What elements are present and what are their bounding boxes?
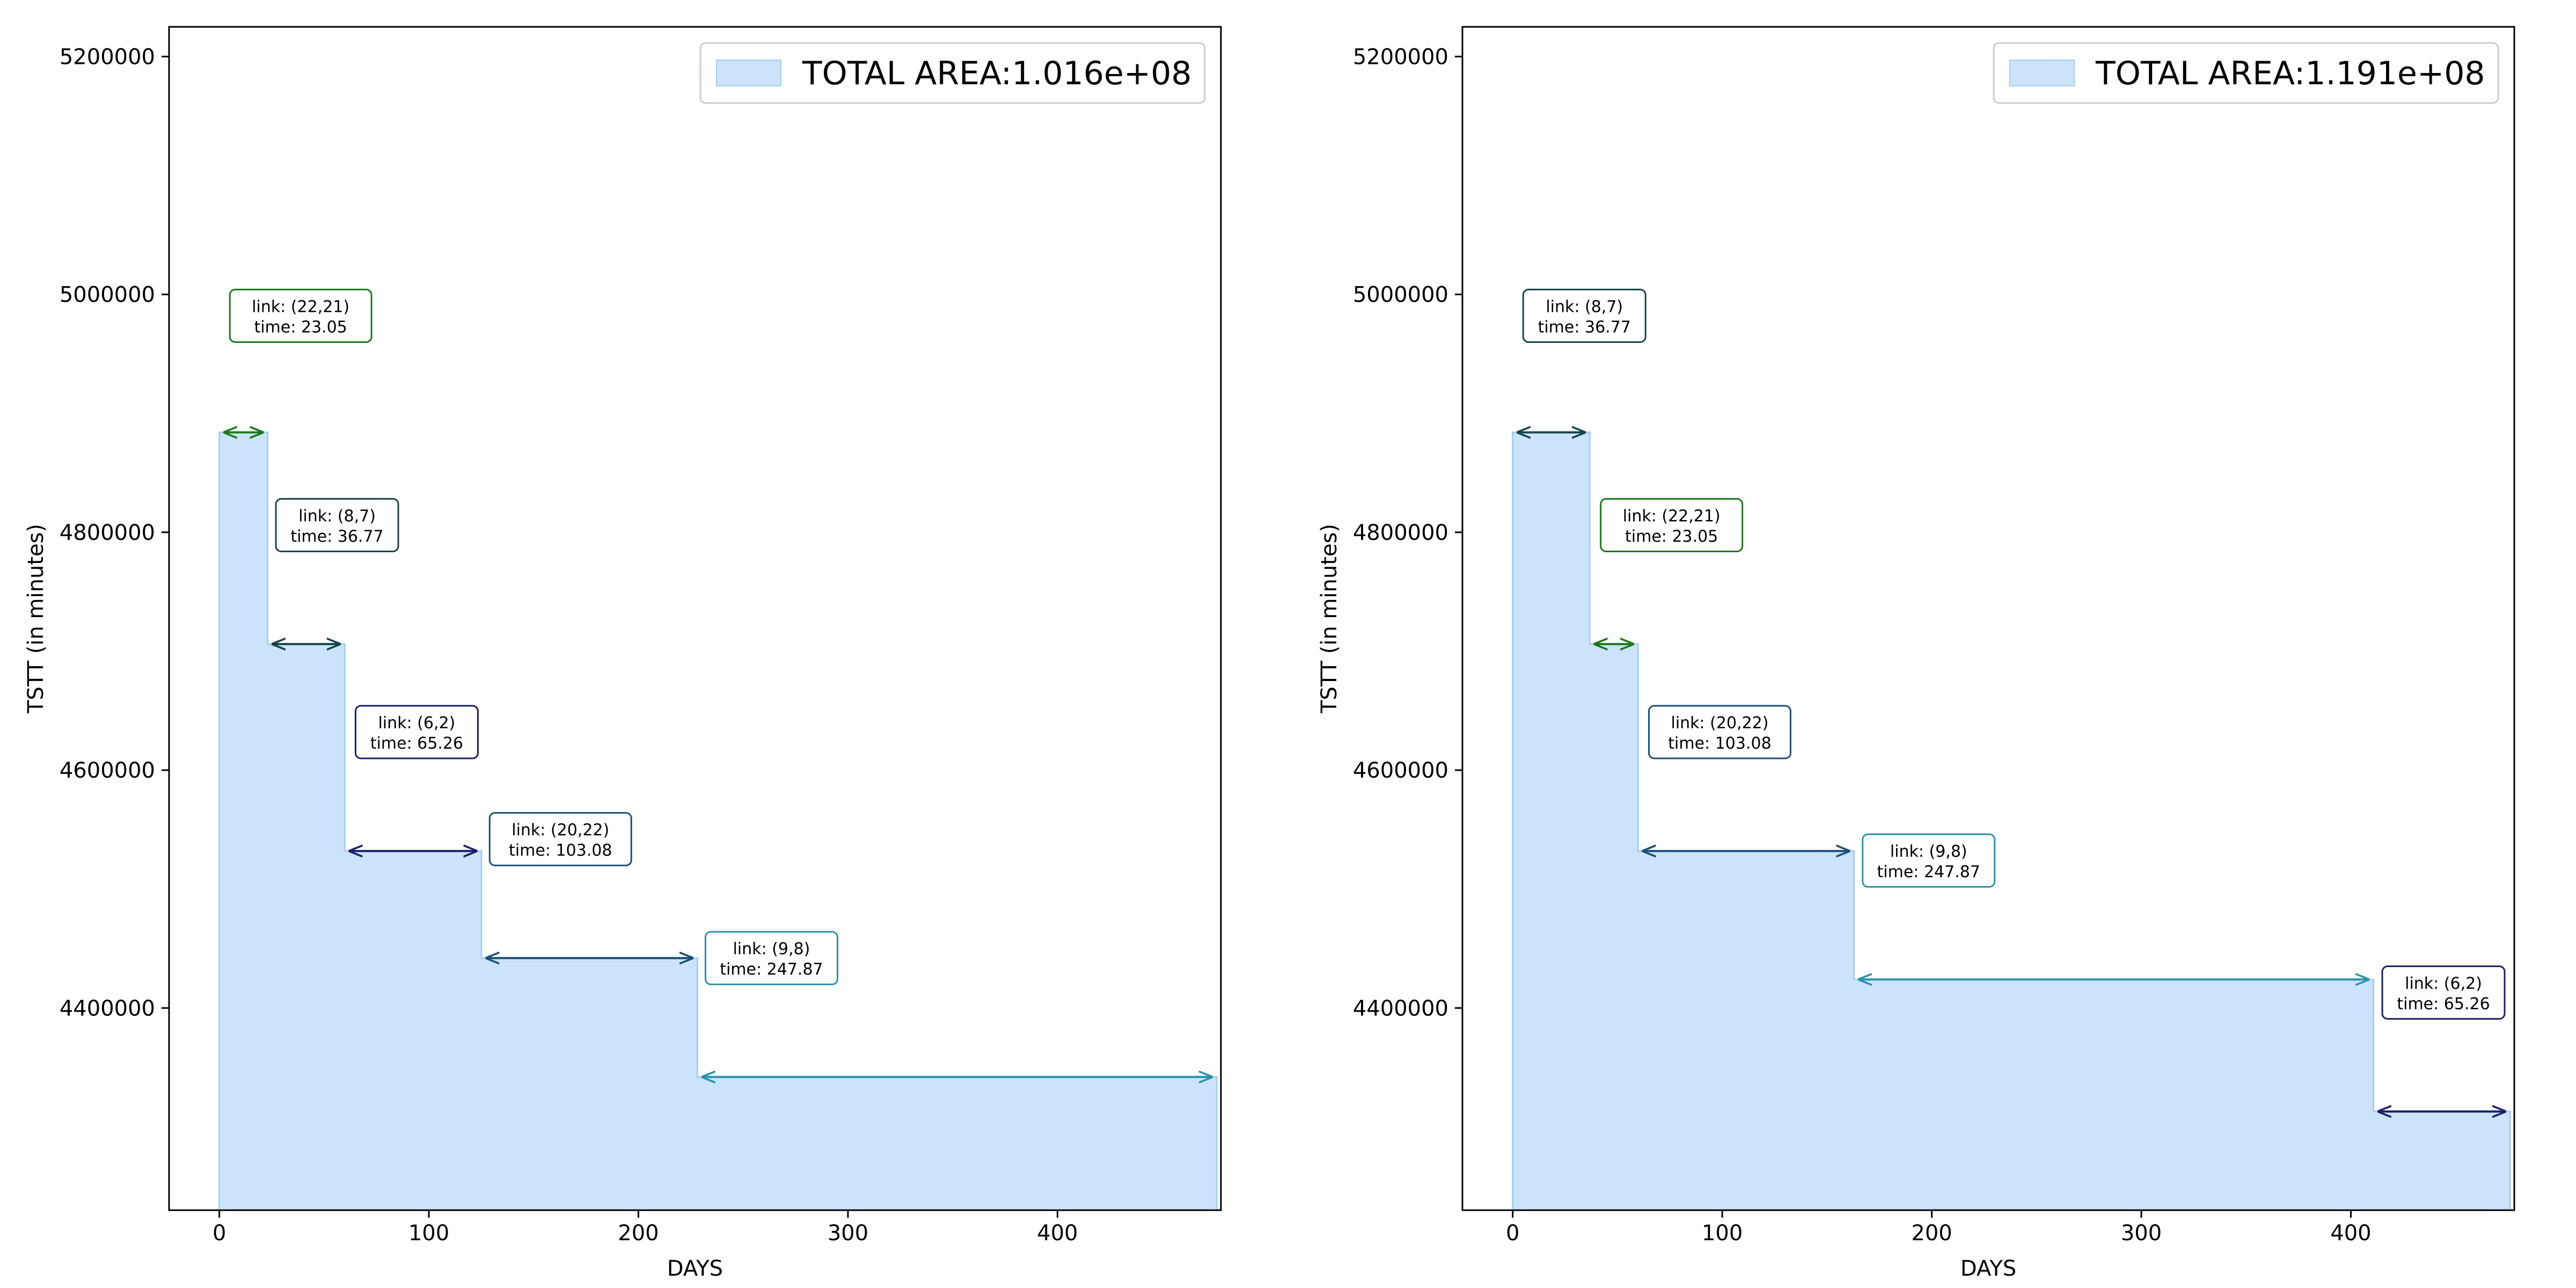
annotation-link-label: link: (8,7) <box>1546 298 1623 317</box>
annotation-time-label: time: 23.05 <box>1625 528 1718 546</box>
annotation-time-label: time: 65.26 <box>370 734 463 753</box>
area-fill <box>218 431 1218 1210</box>
annotation-link-label: link: (6,2) <box>378 714 456 733</box>
annotation-box: link: (8,7) time: 36.77 <box>275 498 399 553</box>
annotation-box: link: (20,22)time: 103.08 <box>1648 705 1791 759</box>
annotation-box: link: (9,8) time: 247.87 <box>705 931 839 985</box>
y-tick-label: 5000000 <box>60 283 155 308</box>
x-tick-label: 400 <box>1037 1221 1078 1246</box>
annotation-link-label: link: (22,21) <box>1623 507 1721 526</box>
x-tick-label: 200 <box>618 1221 658 1246</box>
annotation-time-label: time: 247.87 <box>720 960 823 979</box>
left-chart-panel: link: (22,21)time: 23.05 link: (8,7) time:… <box>24 26 1222 1281</box>
legend-frame <box>1993 42 2499 104</box>
annotation-frame <box>275 498 399 553</box>
annotation-link-label: link: (20,22) <box>1671 714 1768 733</box>
x-tick-label: 400 <box>2330 1221 2371 1246</box>
annotation-frame <box>2381 965 2506 1020</box>
annotation-box: link: (6,2)time: 65.26 <box>2381 965 2506 1020</box>
annotation-time-label: time: 65.26 <box>2397 994 2490 1013</box>
y-axis-label: TSTT (in minutes) <box>1317 524 1342 714</box>
annotation-link-label: link: (6,2) <box>2405 974 2482 993</box>
plot-frame <box>168 26 1222 1211</box>
x-tick-label: 300 <box>828 1221 868 1246</box>
annotation-frame <box>705 931 839 985</box>
legend-swatch <box>2009 60 2075 86</box>
annotation-time-label: time: 247.87 <box>1877 862 1980 881</box>
annotation-frame <box>1648 705 1791 759</box>
y-tick-label: 4400000 <box>60 996 155 1021</box>
annotation-link-label: link: (9,8) <box>733 940 810 958</box>
legend-label: TOTAL AREA:1.016e+08 <box>802 55 1192 92</box>
y-tick-label: 5200000 <box>1353 45 1448 69</box>
annotation-box: link: (8,7)time: 36.77 <box>1522 289 1646 343</box>
annotation-box: link: (20,22)time: 103.08 <box>488 812 632 867</box>
x-axis-label: DAYS <box>667 1256 723 1281</box>
legend-frame <box>699 42 1206 104</box>
legend: TOTAL AREA:1.191e+08 <box>1993 42 2499 104</box>
annotation-link-label: link: (20,22) <box>511 821 609 840</box>
annotation-box: link: (9,8)time: 247.87 <box>1862 833 1996 888</box>
legend: TOTAL AREA:1.016e+08 <box>699 42 1206 104</box>
right-chart-panel: link: (8,7)time: 36.77 link: (22,21) time:… <box>1317 26 2515 1281</box>
y-tick-label: 4600000 <box>1353 758 1448 783</box>
annotation-time-label: time: 103.08 <box>1668 734 1771 753</box>
y-tick-label: 4400000 <box>1353 996 1448 1021</box>
x-tick-label: 300 <box>2121 1221 2162 1246</box>
y-tick-label: 4600000 <box>60 758 155 783</box>
y-tick-label: 4800000 <box>1353 521 1448 545</box>
legend-label: TOTAL AREA:1.191e+08 <box>2095 55 2485 92</box>
area-fill <box>1512 431 2511 1210</box>
annotation-frame <box>1522 289 1646 343</box>
annotation-box: link: (6,2)time: 65.26 <box>354 705 479 759</box>
annotation-time-label: time: 36.77 <box>290 528 383 546</box>
y-tick-label: 5000000 <box>1353 283 1448 308</box>
legend-swatch <box>716 60 781 86</box>
annotation-box: link: (22,21) time: 23.05 <box>1600 498 1744 553</box>
x-tick-label: 0 <box>213 1221 226 1246</box>
plot-frame <box>1461 26 2515 1211</box>
y-tick-label: 4800000 <box>60 521 155 545</box>
annotation-time-label: time: 23.05 <box>254 318 347 337</box>
annotation-frame <box>488 812 632 867</box>
annotation-link-label: link: (8,7) <box>298 507 376 526</box>
annotation-time-label: time: 36.77 <box>1538 318 1631 337</box>
x-tick-label: 200 <box>1911 1221 1952 1246</box>
x-tick-label: 100 <box>408 1221 449 1246</box>
y-tick-label: 5200000 <box>60 45 155 69</box>
x-tick-label: 100 <box>1702 1221 1743 1246</box>
x-axis-label: DAYS <box>1960 1256 2016 1281</box>
annotation-link-label: link: (9,8) <box>1890 842 1967 861</box>
annotation-time-label: time: 103.08 <box>509 841 612 860</box>
annotation-frame <box>229 289 372 343</box>
annotation-box: link: (22,21)time: 23.05 <box>229 289 372 343</box>
annotation-link-label: link: (22,21) <box>252 298 349 317</box>
x-tick-label: 0 <box>1506 1221 1519 1246</box>
y-axis-label: TSTT (in minutes) <box>24 524 48 714</box>
annotation-frame <box>354 705 479 759</box>
annotation-frame <box>1862 833 1996 888</box>
annotation-frame <box>1600 498 1744 553</box>
